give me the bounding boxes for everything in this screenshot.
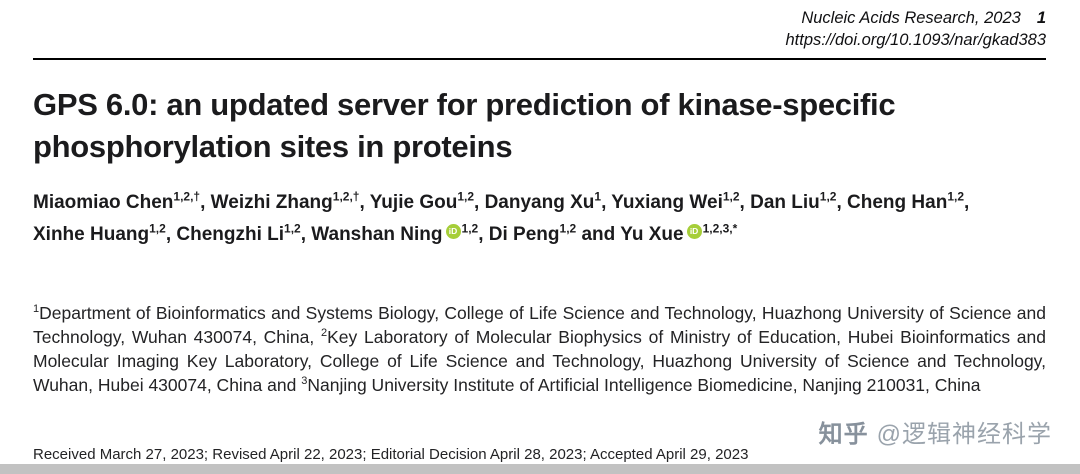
author-affiliation-superscript: 1,2 — [722, 189, 740, 204]
author-name: Weizhi Zhang — [210, 192, 333, 213]
author-name: Chengzhi Li — [176, 224, 285, 245]
author-affiliation-superscript: 1,2 — [149, 221, 166, 236]
author-name: Dan Liu — [750, 192, 820, 213]
author: Cheng Han1,2 — [847, 189, 964, 213]
author: Miaomiao Chen1,2,† — [33, 189, 201, 213]
author-name: Yu Xue — [620, 224, 684, 245]
author-affiliation-superscript: 1,2,3,* — [702, 221, 738, 236]
doi-link[interactable]: https://doi.org/10.1093/nar/gkad383 — [785, 31, 1046, 49]
masthead-divider-rule — [33, 58, 1046, 60]
author-affiliation-superscript: 1,2 — [947, 189, 964, 204]
article-title: GPS 6.0: an updated server for predictio… — [33, 87, 896, 164]
author: Xinhe Huang1,2 — [33, 221, 166, 245]
journal-page-number: 1 — [1036, 9, 1046, 27]
author-name: Danyang Xu — [484, 192, 595, 213]
journal-name: Nucleic Acids Research, 2023 — [801, 9, 1021, 27]
affiliation-number-superscript: 2 — [320, 327, 328, 340]
bottom-gray-bar — [0, 464, 1080, 474]
author-name: Xinhe Huang — [33, 224, 150, 245]
affiliation-number-superscript: 3 — [301, 375, 308, 388]
author: Yuxiang Wei1,2 — [611, 189, 740, 213]
author-name: Cheng Han — [847, 192, 948, 213]
author-name: Yujie Gou — [369, 192, 458, 213]
orcid-icon[interactable]: iD — [686, 224, 702, 239]
author-affiliation-superscript: 1,2 — [559, 221, 577, 236]
author-name: Yuxiang Wei — [611, 192, 723, 213]
author-name: Miaomiao Chen — [33, 192, 174, 213]
orcid-icon[interactable]: iD — [445, 224, 461, 239]
watermark: 知乎 @逻辑神经科学 — [819, 414, 1052, 449]
author: Yujie Gou1,2 — [369, 189, 474, 213]
author: Wanshan Ning iD 1,2 — [311, 221, 479, 245]
journal-masthead: Nucleic Acids Research, 2023 1 https://do… — [785, 7, 1046, 51]
author: Weizhi Zhang1,2,† — [210, 189, 360, 213]
affiliation-number-superscript: 1 — [33, 303, 40, 316]
author-name: Di Peng — [488, 224, 560, 245]
affiliations: 1Department of Bioinformatics and System… — [33, 303, 1046, 395]
watermark-handle: @逻辑神经科学 — [876, 421, 1052, 448]
author: Chengzhi Li1,2 — [176, 221, 301, 245]
author-affiliation-superscript: 1,2 — [457, 189, 474, 204]
zhihu-brand-mark: 知乎 — [818, 421, 869, 448]
author-name: Wanshan Ning — [311, 224, 443, 245]
author-list: Miaomiao Chen1,2,†, Weizhi Zhang1,2,†, Y… — [33, 189, 970, 245]
author-affiliation-superscript: 1 — [594, 189, 602, 204]
journal-title-line: Nucleic Acids Research, 2023 1 — [785, 7, 1046, 29]
author: Yu Xue iD 1,2,3,* — [620, 221, 738, 245]
author: Danyang Xu1 — [484, 189, 602, 213]
author: Dan Liu1,2 — [750, 189, 837, 213]
author-affiliation-superscript: 1,2,† — [173, 189, 201, 204]
author-affiliation-superscript: 1,2 — [284, 221, 301, 236]
author: Di Peng1,2 — [488, 221, 577, 245]
author-affiliation-superscript: 1,2 — [819, 189, 837, 204]
author-affiliation-superscript: 1,2,† — [332, 189, 360, 204]
author-affiliation-superscript: 1,2 — [461, 221, 479, 236]
article-history-dates: Received March 27, 2023; Revised April 2… — [33, 446, 749, 463]
